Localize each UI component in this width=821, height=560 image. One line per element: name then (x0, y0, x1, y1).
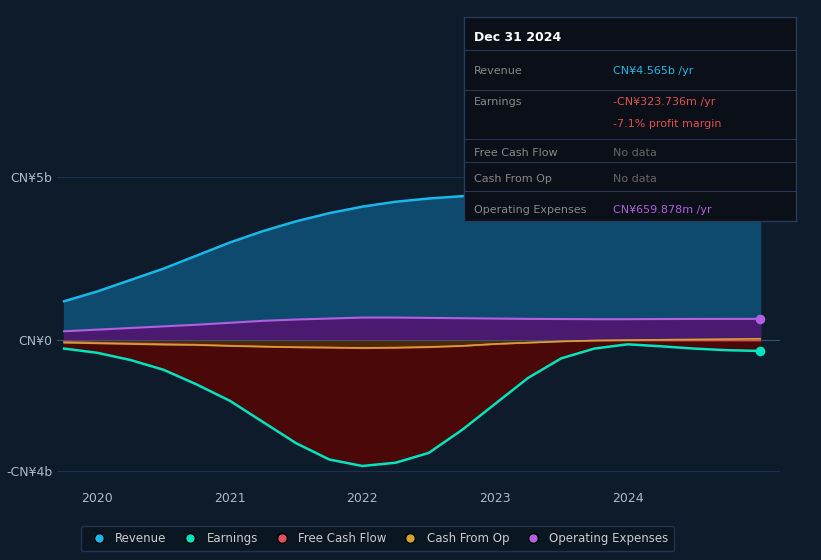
Point (754, 187, 767, 196)
Text: Revenue: Revenue (474, 66, 523, 76)
Point (754, 314, 767, 323)
Text: No data: No data (613, 148, 658, 157)
Legend: Revenue, Earnings, Free Cash Flow, Cash From Op, Operating Expenses: Revenue, Earnings, Free Cash Flow, Cash … (81, 526, 674, 551)
Text: Operating Expenses: Operating Expenses (474, 205, 586, 215)
Text: CN¥659.878m /yr: CN¥659.878m /yr (613, 205, 712, 215)
Text: No data: No data (613, 174, 658, 184)
Text: Cash From Op: Cash From Op (474, 174, 552, 184)
Text: Earnings: Earnings (474, 96, 522, 106)
Text: Dec 31 2024: Dec 31 2024 (474, 31, 561, 44)
Text: -7.1% profit margin: -7.1% profit margin (613, 119, 722, 129)
Point (754, 347, 767, 356)
Text: CN¥4.565b /yr: CN¥4.565b /yr (613, 66, 694, 76)
Text: Free Cash Flow: Free Cash Flow (474, 148, 557, 157)
Text: -CN¥323.736m /yr: -CN¥323.736m /yr (613, 96, 716, 106)
